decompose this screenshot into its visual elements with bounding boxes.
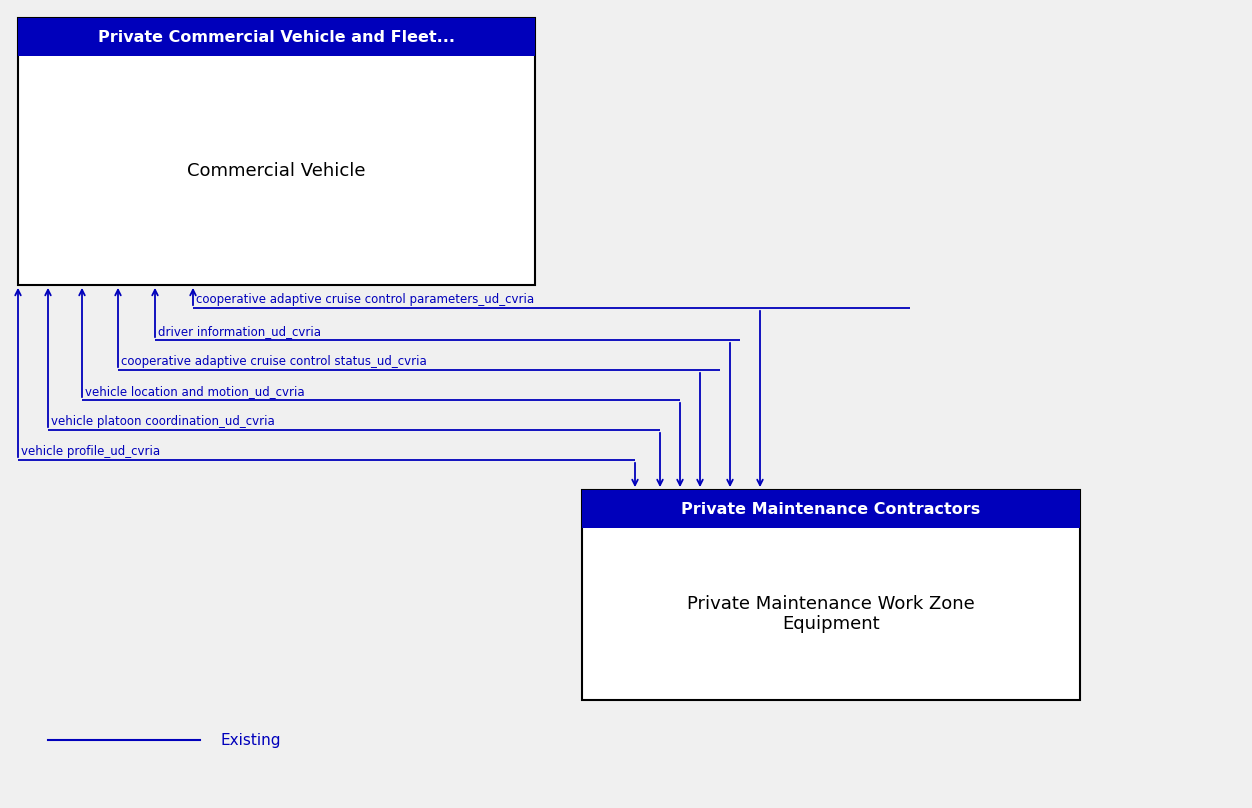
Bar xyxy=(582,490,1080,528)
Text: Existing: Existing xyxy=(220,733,280,747)
Text: cooperative adaptive cruise control status_ud_cvria: cooperative adaptive cruise control stat… xyxy=(121,355,427,368)
Bar xyxy=(582,490,1080,700)
Text: vehicle location and motion_ud_cvria: vehicle location and motion_ud_cvria xyxy=(85,385,304,398)
Bar xyxy=(18,18,535,285)
Text: driver information_ud_cvria: driver information_ud_cvria xyxy=(158,325,321,338)
Text: Private Maintenance Work Zone
Equipment: Private Maintenance Work Zone Equipment xyxy=(687,595,975,633)
Text: Commercial Vehicle: Commercial Vehicle xyxy=(188,162,366,179)
Text: Private Commercial Vehicle and Fleet...: Private Commercial Vehicle and Fleet... xyxy=(98,30,454,44)
Text: cooperative adaptive cruise control parameters_ud_cvria: cooperative adaptive cruise control para… xyxy=(197,293,535,306)
Text: vehicle profile_ud_cvria: vehicle profile_ud_cvria xyxy=(21,445,160,458)
Text: vehicle platoon coordination_ud_cvria: vehicle platoon coordination_ud_cvria xyxy=(51,415,274,428)
Text: Private Maintenance Contractors: Private Maintenance Contractors xyxy=(681,502,980,516)
Bar xyxy=(18,18,535,56)
